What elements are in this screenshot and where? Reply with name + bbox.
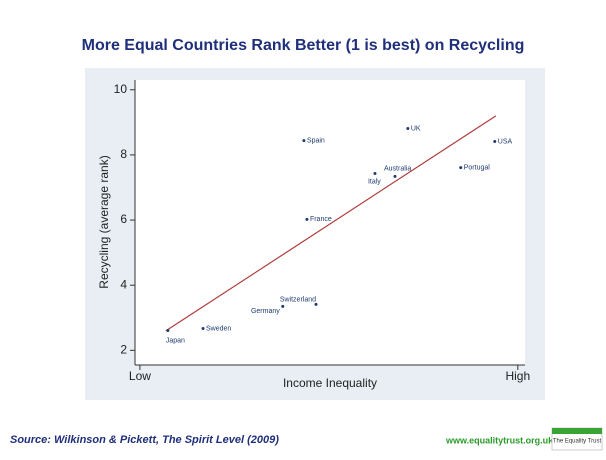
point-label: Japan <box>166 337 185 344</box>
point-label: Italy <box>368 178 381 185</box>
x-tick-label: Low <box>129 369 151 383</box>
point-label: Switzerland <box>280 296 316 303</box>
point-label: Australia <box>384 165 411 172</box>
point <box>305 217 309 221</box>
source-note: Source: Wilkinson & Pickett, The Spirit … <box>10 434 279 446</box>
point-label: Sweden <box>206 325 231 332</box>
chart-title: More Equal Countries Rank Better (1 is b… <box>82 37 525 54</box>
y-tick-label: 10 <box>114 82 128 96</box>
x-axis-title: Income Inequality <box>283 376 377 390</box>
logo-text: The Equality Trust <box>553 439 602 445</box>
point <box>166 328 170 332</box>
y-axis-title: Recycling (average rank) <box>97 155 111 288</box>
point <box>373 171 377 175</box>
x-tick-label: High <box>505 369 530 383</box>
website: www.equalitytrust.org.uk <box>445 435 554 445</box>
y-tick-label: 4 <box>120 277 127 291</box>
trend-line <box>165 115 497 332</box>
point <box>393 174 397 178</box>
y-tick-label: 2 <box>120 343 127 357</box>
y-tick-label: 6 <box>120 212 127 226</box>
y-tick-label: 8 <box>120 147 127 161</box>
point <box>201 327 205 331</box>
point-label: Spain <box>307 137 325 144</box>
point-label: Portugal <box>464 164 491 171</box>
point <box>406 127 410 131</box>
point <box>493 140 497 144</box>
point-label: Germany <box>251 308 280 315</box>
plot-area <box>135 80 525 365</box>
point-label: USA <box>498 138 513 145</box>
point <box>314 302 318 306</box>
point <box>459 166 463 170</box>
point <box>302 139 306 143</box>
point <box>281 304 285 308</box>
point-label: UK <box>411 125 421 132</box>
point-label: France <box>310 216 332 223</box>
logo-bar <box>552 428 602 434</box>
